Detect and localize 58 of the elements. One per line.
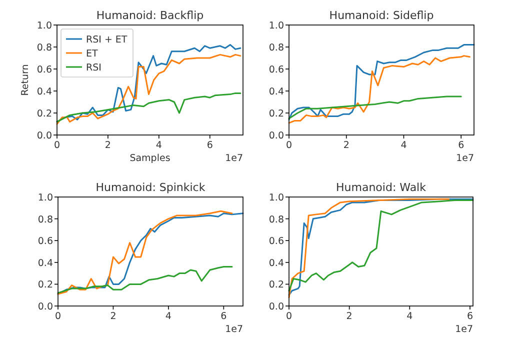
y-tick-label: 0.0 bbox=[268, 130, 284, 142]
x-tick-label: 4 bbox=[156, 140, 162, 151]
x-tick-label: 6 bbox=[206, 140, 213, 151]
y-tick-label: 0.4 bbox=[38, 258, 53, 269]
line-series bbox=[57, 266, 233, 294]
text: 1e7 bbox=[225, 153, 243, 164]
x-tick-label: 0 bbox=[54, 140, 60, 151]
x-tick-label: 4 bbox=[165, 311, 172, 322]
y-tick-label: 0.8 bbox=[36, 42, 52, 54]
y-axis-title: Return bbox=[20, 64, 31, 96]
y-tick-label: 0.8 bbox=[268, 42, 284, 54]
y-tick-label: 0.6 bbox=[268, 64, 284, 76]
x-tick-label: 6 bbox=[458, 140, 464, 151]
y-tick-label: 0.8 bbox=[268, 214, 284, 226]
legend-label: RSI bbox=[86, 62, 102, 74]
y-tick-label: 0.0 bbox=[38, 302, 53, 312]
x-tick-label: 2 bbox=[110, 311, 116, 322]
y-tick-label: 0.0 bbox=[36, 130, 52, 142]
legend-label: RSI + ET bbox=[86, 34, 128, 46]
x-tick-label: 0 bbox=[286, 311, 292, 322]
x-tick-label: 2 bbox=[104, 140, 111, 151]
y-tick-label: 0.2 bbox=[36, 108, 52, 120]
line-series bbox=[288, 44, 475, 120]
y-tick-label: 0.4 bbox=[268, 258, 284, 269]
x-tick-label: 4 bbox=[406, 311, 413, 322]
x-tick-label: 0 bbox=[54, 311, 62, 322]
y-tick-label: 0.0 bbox=[268, 302, 284, 312]
x-tick-label: 6 bbox=[220, 311, 227, 322]
x-tick-label: 2 bbox=[343, 140, 350, 151]
text: 1e7 bbox=[225, 324, 243, 335]
text: 1e7 bbox=[455, 324, 473, 335]
x-tick-label: 6 bbox=[466, 311, 474, 322]
y-tick-label: 1.0 bbox=[36, 20, 52, 32]
chart-title: Humanoid: Backflip bbox=[96, 9, 204, 22]
y-tick-label: 0.6 bbox=[36, 64, 52, 76]
x-tick-label: 2 bbox=[346, 311, 352, 322]
y-tick-label: 0.2 bbox=[268, 280, 284, 291]
x-tick-label: 0 bbox=[286, 140, 292, 151]
text: 1e7 bbox=[456, 153, 474, 164]
y-tick-label: 0.2 bbox=[38, 280, 53, 291]
chart-title: Humanoid: Sideflip bbox=[329, 9, 434, 22]
chart-title: Humanoid: Spinkick bbox=[96, 181, 206, 194]
y-tick-label: 1.0 bbox=[38, 192, 53, 204]
y-tick-label: 0.8 bbox=[38, 214, 53, 226]
y-tick-label: 1.0 bbox=[268, 20, 284, 32]
y-tick-label: 0.6 bbox=[38, 236, 53, 248]
y-tick-label: 1.0 bbox=[268, 192, 284, 204]
y-tick-label: 0.6 bbox=[268, 236, 284, 248]
x-axis-title: Samples bbox=[130, 153, 170, 164]
y-tick-label: 0.4 bbox=[36, 86, 52, 98]
y-tick-label: 0.4 bbox=[268, 86, 284, 98]
line-series bbox=[288, 96, 462, 120]
line-series bbox=[288, 55, 470, 124]
y-tick-label: 0.2 bbox=[268, 108, 284, 120]
legend-label: ET bbox=[86, 48, 98, 60]
chart-title: Humanoid: Walk bbox=[336, 181, 427, 194]
x-tick-label: 4 bbox=[400, 140, 407, 151]
line-series bbox=[56, 92, 242, 123]
